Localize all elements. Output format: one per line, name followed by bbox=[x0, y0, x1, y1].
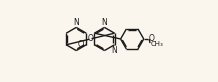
Text: N: N bbox=[102, 18, 107, 27]
Text: N: N bbox=[111, 46, 117, 55]
Text: N: N bbox=[73, 18, 79, 27]
Text: O: O bbox=[148, 35, 154, 43]
Text: O: O bbox=[87, 35, 93, 43]
Text: Cl: Cl bbox=[78, 40, 85, 49]
Text: CH₃: CH₃ bbox=[150, 41, 163, 46]
